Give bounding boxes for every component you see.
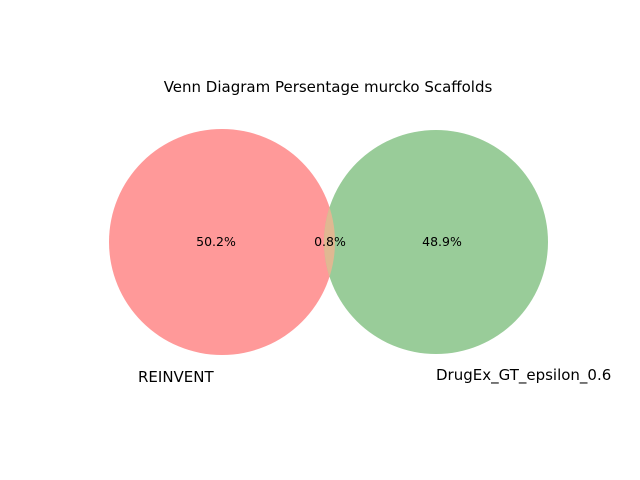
set-label-reinvent: REINVENT: [138, 368, 215, 386]
region-label-drugex-only: 48.9%: [422, 234, 462, 249]
set-circle-reinvent: [109, 129, 335, 355]
set-circle-drugex: [324, 130, 548, 354]
region-label-overlap: 0.8%: [314, 234, 346, 249]
diagram-title: Venn Diagram Persentage murcko Scaffolds: [164, 78, 493, 96]
set-label-drugex: DrugEx_GT_epsilon_0.6: [436, 366, 611, 385]
region-label-reinvent-only: 50.2%: [196, 234, 236, 249]
